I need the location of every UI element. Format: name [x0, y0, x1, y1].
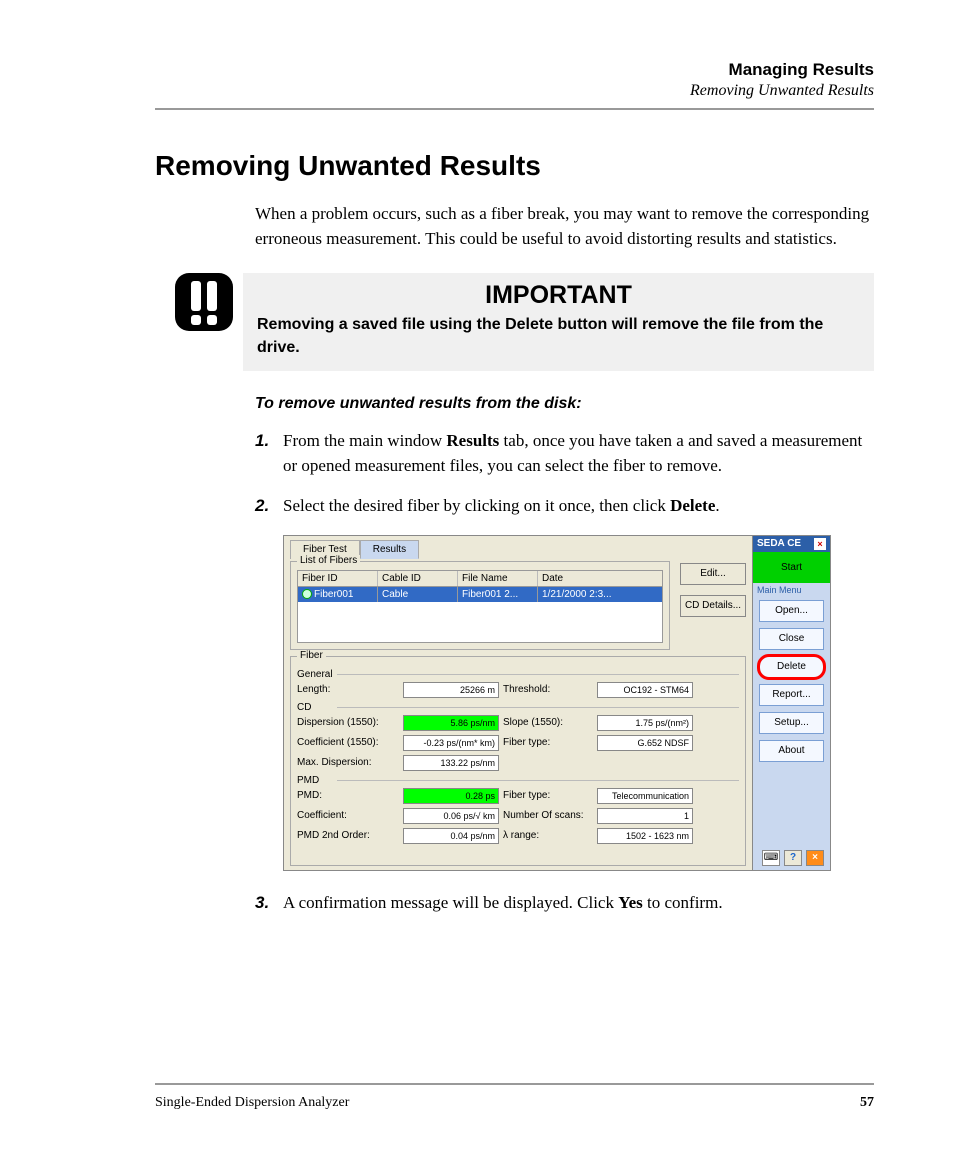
step-text-pre: Select the desired fiber by clicking on … [283, 496, 670, 515]
step-text: From the main window Results tab, once y… [283, 429, 874, 478]
table-header: Fiber ID Cable ID File Name Date [297, 570, 663, 587]
step-text-pre: From the main window [283, 431, 446, 450]
panel-header: SEDA CE × [753, 536, 830, 552]
group-list-of-fibers: List of Fibers [297, 555, 360, 566]
table-row[interactable]: Fiber001 Cable Fiber001 2... 1/21/2000 2… [298, 587, 662, 602]
value-lambda-range: 1502 - 1623 nm [597, 828, 693, 844]
value-pmd-coefficient: 0.06 ps/√ km [403, 808, 499, 824]
footer-product: Single-Ended Dispersion Analyzer [155, 1095, 349, 1111]
label-slope: Slope (1550): [503, 717, 593, 728]
start-button[interactable]: Start [753, 552, 830, 583]
step-text-bold: Results [446, 431, 499, 450]
important-icon [175, 273, 233, 331]
subgroup-cd: CD [297, 702, 315, 713]
intro-paragraph: When a problem occurs, such as a fiber b… [255, 202, 874, 251]
col-file-name[interactable]: File Name [458, 571, 538, 586]
label-threshold: Threshold: [503, 684, 593, 695]
step-3: 3. A confirmation message will be displa… [255, 891, 874, 916]
keyboard-icon[interactable]: ⌨ [762, 850, 780, 866]
label-pmd-fiber-type: Fiber type: [503, 790, 593, 801]
about-button[interactable]: About [759, 740, 824, 762]
col-cable-id[interactable]: Cable ID [378, 571, 458, 586]
value-slope: 1.75 ps/(nm²) [597, 715, 693, 731]
label-pmd-2nd-order: PMD 2nd Order: [297, 830, 399, 841]
group-fiber: Fiber [297, 650, 326, 661]
important-heading: IMPORTANT [257, 281, 860, 310]
menu-title: Main Menu [753, 583, 830, 597]
report-button[interactable]: Report... [759, 684, 824, 706]
value-num-scans: 1 [597, 808, 693, 824]
step-number: 2. [255, 494, 283, 519]
value-dispersion: 5.86 ps/nm [403, 715, 499, 731]
important-body: Removing a saved file using the Delete b… [257, 314, 860, 359]
step-text: A confirmation message will be displayed… [283, 891, 874, 916]
step-text-post: . [715, 496, 719, 515]
step-text-bold: Delete [670, 496, 715, 515]
step-2: 2. Select the desired fiber by clicking … [255, 494, 874, 519]
page-header-subtitle: Removing Unwanted Results [155, 82, 874, 100]
delete-button[interactable]: Delete [759, 656, 824, 678]
cell-text: Fiber001 [314, 589, 353, 600]
help-icon[interactable]: ? [784, 850, 802, 866]
page-number: 57 [860, 1095, 874, 1111]
col-fiber-id[interactable]: Fiber ID [298, 571, 378, 586]
value-length: 25266 m [403, 682, 499, 698]
subgroup-general: General [297, 669, 337, 680]
label-fiber-type: Fiber type: [503, 737, 593, 748]
cell-cable-id: Cable [378, 587, 458, 602]
step-text-pre: A confirmation message will be displayed… [283, 893, 618, 912]
label-length: Length: [297, 684, 399, 695]
section-title: Removing Unwanted Results [155, 150, 874, 182]
value-threshold[interactable]: OC192 - STM64 [597, 682, 693, 698]
label-lambda-range: λ range: [503, 830, 593, 841]
cell-fiber-id: Fiber001 [298, 587, 378, 602]
exit-icon[interactable]: × [806, 850, 824, 866]
value-pmd-fiber-type[interactable]: Telecommunication [597, 788, 693, 804]
panel-header-text: SEDA CE [757, 538, 801, 549]
footer-rule [155, 1083, 874, 1085]
label-pmd-coefficient: Coefficient: [297, 810, 399, 821]
value-coefficient: -0.23 ps/(nm* km) [403, 735, 499, 751]
status-ok-icon [302, 589, 312, 599]
label-pmd: PMD: [297, 790, 399, 801]
step-number: 3. [255, 891, 283, 916]
step-1: 1. From the main window Results tab, onc… [255, 429, 874, 478]
label-coefficient: Coefficient (1550): [297, 737, 399, 748]
tab-results[interactable]: Results [360, 540, 419, 559]
main-menu-panel: SEDA CE × Start Main Menu Open... Close … [752, 536, 830, 870]
setup-button[interactable]: Setup... [759, 712, 824, 734]
value-fiber-type[interactable]: G.652 NDSF [597, 735, 693, 751]
label-dispersion: Dispersion (1550): [297, 717, 399, 728]
label-max-dispersion: Max. Dispersion: [297, 757, 399, 768]
cell-date: 1/21/2000 2:3... [538, 587, 662, 602]
edit-button[interactable]: Edit... [680, 563, 746, 585]
step-text-post: to confirm. [643, 893, 723, 912]
close-button[interactable]: Close [759, 628, 824, 650]
value-pmd: 0.28 ps [403, 788, 499, 804]
step-text-bold: Yes [618, 893, 643, 912]
value-pmd-2nd-order: 0.04 ps/nm [403, 828, 499, 844]
app-screenshot: Fiber Test Results List of Fibers Fiber … [283, 535, 831, 871]
close-icon[interactable]: × [814, 538, 826, 550]
page-header-title: Managing Results [155, 60, 874, 80]
col-date[interactable]: Date [538, 571, 662, 586]
cd-details-button[interactable]: CD Details... [680, 595, 746, 617]
header-rule [155, 108, 874, 110]
task-heading: To remove unwanted results from the disk… [255, 395, 874, 413]
open-button[interactable]: Open... [759, 600, 824, 622]
cell-file-name: Fiber001 2... [458, 587, 538, 602]
step-number: 1. [255, 429, 283, 478]
value-max-dispersion: 133.22 ps/nm [403, 755, 499, 771]
label-num-scans: Number Of scans: [503, 810, 593, 821]
subgroup-pmd: PMD [297, 775, 323, 786]
important-callout: IMPORTANT Removing a saved file using th… [243, 273, 874, 371]
step-text: Select the desired fiber by clicking on … [283, 494, 874, 519]
